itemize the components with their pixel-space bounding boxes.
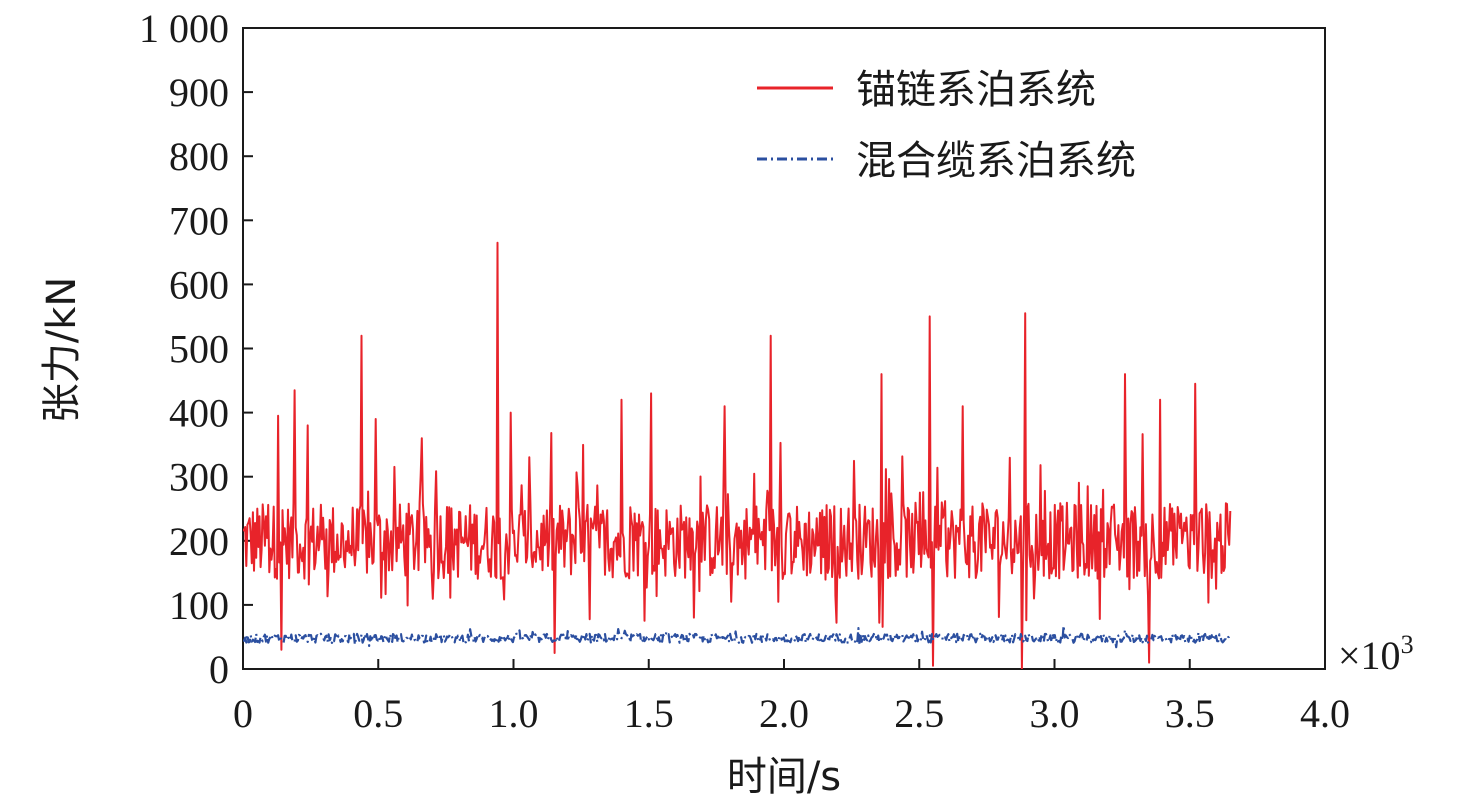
y-tick-label-3: 300 bbox=[169, 455, 229, 500]
y-tick-label-9: 900 bbox=[169, 70, 229, 115]
x-axis: 0 0.5 1.0 1.5 2.0 2.5 3.0 3.5 4.0 bbox=[233, 659, 1350, 736]
x-axis-title: 时间/s bbox=[727, 754, 841, 800]
y-tick-label-6: 600 bbox=[169, 262, 229, 307]
x-tick-label-5: 2.5 bbox=[894, 691, 944, 736]
y-axis: 0 100 200 300 400 500 600 700 800 900 1 000 bbox=[139, 6, 253, 692]
x-axis-multiplier-exponent: 3 bbox=[1401, 630, 1414, 659]
series-line-1 bbox=[243, 624, 1231, 649]
y-tick-label-10: 1 000 bbox=[139, 6, 229, 51]
y-tick-label-8: 800 bbox=[169, 134, 229, 179]
x-axis-multiplier: ×103 bbox=[1338, 630, 1414, 678]
y-tick-label-4: 400 bbox=[169, 391, 229, 436]
x-tick-label-8: 4.0 bbox=[1300, 691, 1350, 736]
x-tick-label-1: 0.5 bbox=[353, 691, 403, 736]
y-tick-label-2: 200 bbox=[169, 519, 229, 564]
x-tick-label-6: 3.0 bbox=[1030, 691, 1080, 736]
x-tick-label-4: 2.0 bbox=[759, 691, 809, 736]
legend-label-series-0: 锚链系泊系统 bbox=[856, 67, 1096, 113]
x-tick-label-0: 0 bbox=[233, 691, 253, 736]
y-tick-label-5: 500 bbox=[169, 327, 229, 372]
y-tick-label-1: 100 bbox=[169, 583, 229, 628]
x-tick-label-2: 1.0 bbox=[489, 691, 539, 736]
series-line-0 bbox=[243, 241, 1232, 669]
x-tick-label-3: 1.5 bbox=[624, 691, 674, 736]
legend: 锚链系泊系统 混合缆系泊系统 bbox=[757, 67, 1136, 184]
legend-label-series-1: 混合缆系泊系统 bbox=[856, 138, 1136, 184]
series-layer bbox=[243, 241, 1232, 669]
x-axis-multiplier-prefix: ×10 bbox=[1338, 633, 1401, 678]
y-axis-title: 张力/kN bbox=[39, 277, 85, 424]
y-tick-label-7: 700 bbox=[169, 198, 229, 243]
x-tick-label-7: 3.5 bbox=[1165, 691, 1215, 736]
y-tick-label-0: 0 bbox=[209, 647, 229, 692]
